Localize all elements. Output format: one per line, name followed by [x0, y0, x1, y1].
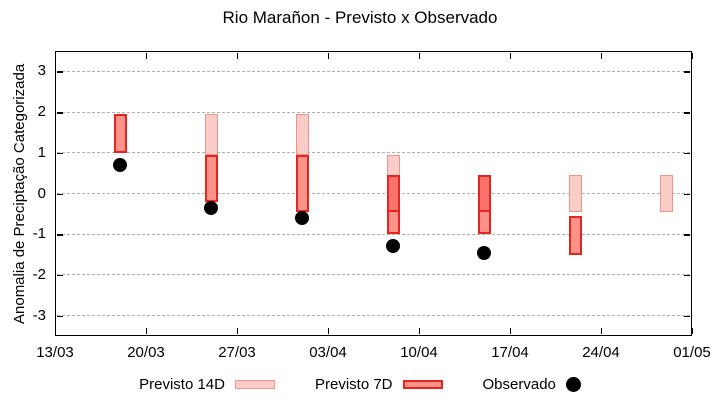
gridline [57, 152, 690, 154]
observado-dot [477, 245, 491, 260]
y-tick-label: 2 [37, 103, 46, 121]
gridline [57, 193, 690, 194]
bar-previsto-7d [113, 114, 127, 153]
x-tick-mark [600, 328, 602, 334]
x-tick-label: 10/04 [400, 344, 438, 361]
y-tick-mark [57, 71, 63, 73]
y-tick-mark [684, 112, 690, 114]
observado-dot [386, 239, 400, 254]
legend-swatch-previsto-14d [234, 379, 275, 389]
y-tick-mark [57, 274, 63, 277]
x-tick-mark [509, 328, 511, 334]
x-tick-mark [145, 328, 147, 334]
x-tick-mark [145, 53, 147, 59]
y-tick-mark [684, 193, 690, 195]
gridline [57, 315, 690, 317]
x-tick-mark [236, 53, 238, 59]
y-tick-mark [684, 234, 690, 236]
bar-previsto-14d [204, 114, 218, 155]
y-tick-mark [684, 71, 690, 73]
y-tick-label: -3 [32, 306, 46, 324]
legend-swatch-previsto-7d [402, 379, 443, 389]
legend-item: Previsto 14D [139, 376, 275, 393]
gridline [57, 233, 690, 235]
x-tick-mark [54, 53, 56, 59]
bar-previsto-14d [659, 175, 673, 212]
y-tick-mark [57, 152, 63, 155]
x-tick-label: 13/03 [36, 344, 74, 361]
bar-previsto-7d [295, 154, 309, 212]
y-tick-label: -2 [32, 265, 46, 283]
y-tick-mark [57, 112, 63, 114]
y-tick-mark [684, 315, 690, 318]
x-tick-label: 20/03 [127, 344, 165, 361]
x-tick-label: 24/04 [582, 344, 620, 361]
legend-label: Observado [482, 375, 556, 393]
x-tick-mark [600, 53, 602, 59]
legend: Previsto 14D Previsto 7D Observado [0, 371, 720, 397]
x-tick-mark [54, 328, 56, 334]
bar-overlap [477, 175, 491, 212]
y-tick-mark [684, 152, 690, 155]
y-tick-label: 1 [37, 143, 46, 161]
legend-item: Previsto 7D [315, 376, 443, 393]
x-tick-mark [327, 328, 329, 334]
observado-dot [295, 210, 309, 225]
x-tick-label: 03/04 [309, 344, 347, 361]
legend-label: Previsto 14D [139, 375, 225, 393]
x-tick-label: 01/05 [673, 344, 711, 361]
observado-dot [204, 200, 218, 215]
gridline [57, 274, 690, 276]
y-tick-mark [684, 274, 690, 277]
legend-dot-observado [565, 376, 581, 392]
x-tick-mark [691, 328, 693, 334]
bar-previsto-7d [204, 154, 218, 202]
x-tick-label: 27/03 [218, 344, 256, 361]
plot-frame [55, 51, 692, 336]
y-tick-label: 3 [37, 62, 46, 80]
y-tick-label: 0 [37, 184, 46, 202]
x-tick-mark [691, 53, 693, 59]
y-tick-mark [57, 193, 63, 195]
x-tick-mark [509, 53, 511, 59]
chart-title: Rio Marañon - Previsto x Observado [222, 8, 498, 27]
y-tick-mark [57, 315, 63, 318]
bar-overlap [386, 175, 400, 212]
y-tick-label: -1 [32, 225, 46, 243]
x-tick-mark [327, 53, 329, 59]
legend-item: Observado [483, 376, 581, 393]
bar-previsto-7d [568, 215, 582, 255]
legend-label: Previsto 7D [314, 375, 393, 393]
x-tick-mark [418, 53, 420, 59]
y-tick-mark [57, 234, 63, 236]
x-tick-mark [236, 328, 238, 334]
gridline [57, 111, 690, 113]
bar-previsto-14d [295, 114, 309, 155]
x-tick-mark [418, 328, 420, 334]
observado-dot [113, 158, 127, 172]
gridline [57, 70, 690, 72]
x-tick-label: 17/04 [491, 344, 529, 361]
bar-previsto-14d [568, 175, 582, 212]
